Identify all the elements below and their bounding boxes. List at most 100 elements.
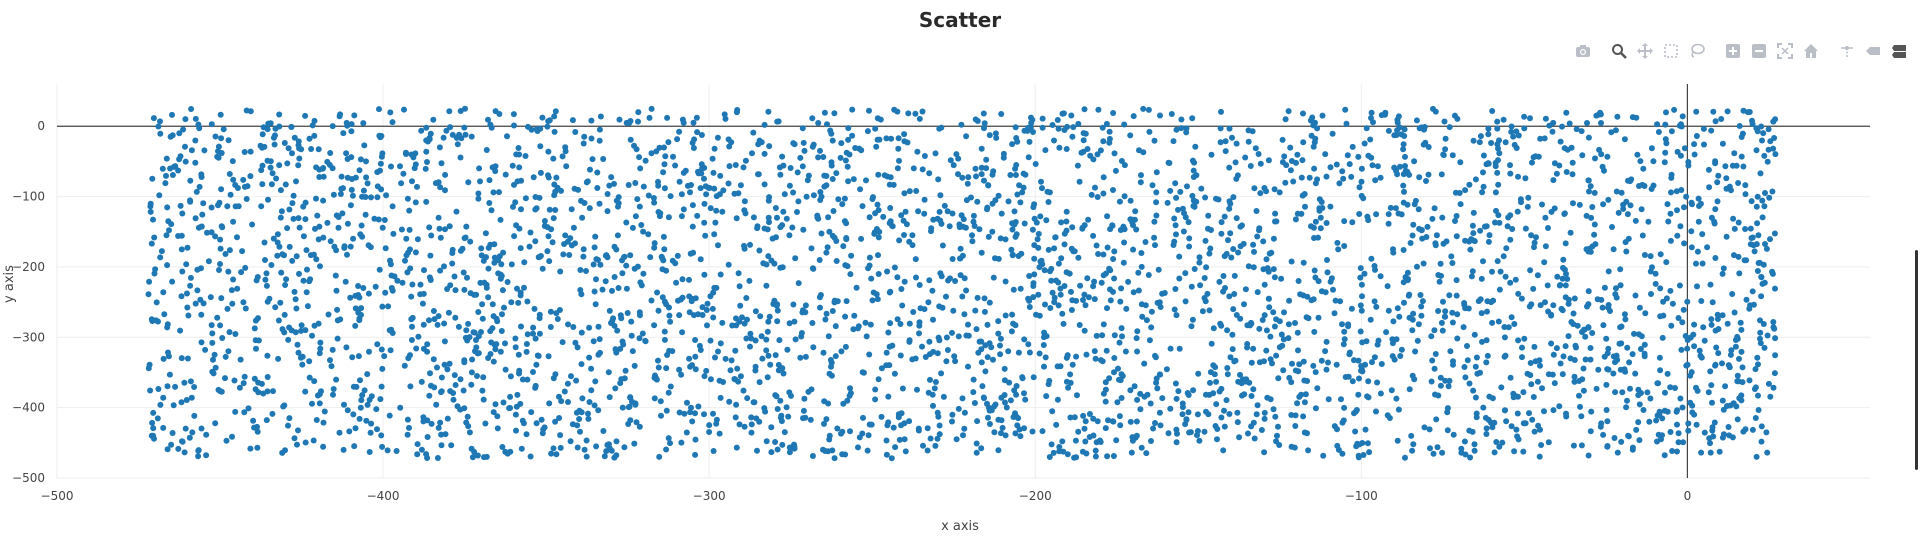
scatter-point bbox=[1708, 214, 1715, 221]
scatter-point bbox=[364, 401, 371, 408]
scatter-point bbox=[1720, 265, 1727, 272]
scatter-point bbox=[1189, 192, 1196, 199]
scatter-point bbox=[268, 181, 275, 188]
scatter-point bbox=[916, 115, 923, 122]
scatter-point bbox=[926, 170, 933, 177]
scatter-point bbox=[667, 318, 674, 325]
scatter-point bbox=[480, 396, 487, 403]
scatter-point bbox=[1336, 180, 1343, 187]
scatter-point bbox=[1123, 305, 1130, 312]
scatter-point bbox=[247, 148, 254, 155]
scatter-point bbox=[689, 418, 696, 425]
scatter-point bbox=[258, 203, 265, 210]
scatter-point bbox=[304, 266, 310, 273]
scatter-point bbox=[241, 409, 248, 416]
scatter-point bbox=[358, 222, 365, 229]
scatter-point bbox=[1141, 393, 1148, 400]
scatter-point bbox=[596, 126, 603, 133]
scatter-point bbox=[304, 303, 311, 310]
scatter-point bbox=[1605, 345, 1612, 352]
scatter-point bbox=[1553, 345, 1560, 352]
scatter-point bbox=[1672, 385, 1678, 391]
zoom-in-icon[interactable] bbox=[1720, 40, 1746, 62]
camera-icon[interactable] bbox=[1570, 40, 1596, 62]
scatter-point bbox=[1754, 193, 1761, 200]
scatter-point bbox=[690, 145, 697, 151]
scatter-point bbox=[483, 147, 490, 153]
scatter-point bbox=[1111, 355, 1118, 361]
hover-compare-icon[interactable] bbox=[1886, 40, 1912, 62]
scatter-point bbox=[829, 176, 836, 182]
scatter-point bbox=[258, 167, 265, 174]
scatter-point bbox=[296, 270, 302, 277]
scatter-point bbox=[1449, 260, 1456, 266]
scatter-point bbox=[989, 171, 996, 178]
box-select-icon[interactable] bbox=[1658, 40, 1684, 62]
spike-lines-icon[interactable] bbox=[1834, 40, 1860, 62]
scatter-point bbox=[1171, 215, 1178, 222]
reset-axes-icon[interactable] bbox=[1798, 40, 1824, 62]
scatter-point bbox=[1668, 174, 1675, 181]
scatter-point bbox=[1226, 125, 1233, 132]
scatter-point bbox=[695, 403, 702, 410]
scatter-point bbox=[777, 171, 784, 178]
scatter-point bbox=[1521, 113, 1528, 120]
scatter-point bbox=[1265, 295, 1272, 302]
scatter-point bbox=[1534, 272, 1541, 279]
scatter-point bbox=[1097, 147, 1104, 154]
scatter-point bbox=[1639, 232, 1646, 239]
scatter-point bbox=[1392, 205, 1399, 212]
scatter-point bbox=[1335, 446, 1342, 453]
scatter-point bbox=[286, 206, 293, 213]
scatter-point bbox=[1551, 380, 1558, 387]
scatter-point bbox=[1570, 442, 1577, 449]
scatter-point bbox=[1002, 236, 1009, 243]
pan-icon[interactable] bbox=[1632, 40, 1658, 62]
zoom-out-icon[interactable] bbox=[1746, 40, 1772, 62]
scatter-point bbox=[1111, 369, 1117, 376]
scatter-point bbox=[467, 238, 474, 245]
zoom-icon[interactable] bbox=[1606, 40, 1632, 62]
scatter-point bbox=[518, 206, 524, 213]
scatter-point bbox=[703, 191, 710, 198]
scatter-point bbox=[655, 357, 661, 364]
scatter-point bbox=[1735, 253, 1742, 260]
scatter-point bbox=[1190, 167, 1197, 174]
scatter-point bbox=[1099, 332, 1106, 339]
scatter-point bbox=[457, 154, 464, 161]
scatter-point bbox=[1274, 432, 1280, 439]
scatter-point bbox=[147, 200, 154, 207]
scatter-point bbox=[910, 165, 917, 172]
scatter-point bbox=[531, 305, 538, 312]
hover-closest-icon[interactable] bbox=[1860, 40, 1886, 62]
scatter-point bbox=[1270, 266, 1277, 273]
scatter-point bbox=[1618, 189, 1625, 196]
scatter-point bbox=[1315, 314, 1322, 321]
scatter-point bbox=[1772, 285, 1778, 292]
scatter-point bbox=[1071, 414, 1078, 421]
autoscale-icon[interactable] bbox=[1772, 40, 1798, 62]
scatter-point bbox=[463, 327, 470, 334]
scatter-point bbox=[1589, 243, 1596, 250]
scatter-point bbox=[297, 354, 304, 361]
scatter-point bbox=[447, 124, 454, 131]
scatter-point bbox=[964, 180, 971, 187]
scatter-point bbox=[802, 353, 809, 360]
scatter-point bbox=[761, 150, 768, 157]
scatter-point bbox=[513, 403, 520, 410]
scatter-point bbox=[662, 153, 669, 160]
page-scrollbar[interactable] bbox=[1915, 250, 1918, 470]
scatter-point bbox=[1764, 449, 1771, 456]
scatter-point bbox=[1103, 120, 1110, 127]
scatter-point bbox=[1234, 419, 1241, 426]
scatter-point bbox=[1527, 372, 1534, 379]
scatter-point bbox=[1758, 123, 1765, 130]
scatter-point bbox=[1674, 407, 1681, 414]
scatter-point bbox=[1080, 297, 1086, 303]
scatter-point bbox=[1304, 430, 1310, 437]
lasso-select-icon[interactable] bbox=[1684, 40, 1710, 62]
scatter-point bbox=[713, 416, 720, 423]
scatter-point bbox=[150, 216, 156, 223]
scatter-point bbox=[1009, 251, 1016, 258]
